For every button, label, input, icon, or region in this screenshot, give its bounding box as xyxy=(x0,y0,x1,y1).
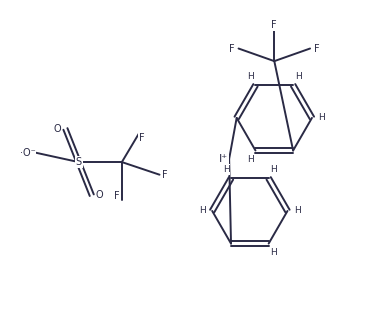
Text: H: H xyxy=(247,154,254,163)
Text: F: F xyxy=(314,44,320,54)
Text: H: H xyxy=(270,247,277,256)
Text: F: F xyxy=(229,44,234,54)
Text: O: O xyxy=(54,124,61,134)
Text: H: H xyxy=(270,165,277,174)
Text: F: F xyxy=(139,133,144,143)
Text: H: H xyxy=(295,72,301,81)
Text: H: H xyxy=(294,206,301,215)
Text: H: H xyxy=(247,72,254,81)
Text: H: H xyxy=(318,113,325,122)
Text: H: H xyxy=(199,206,206,215)
Text: F: F xyxy=(162,170,167,180)
Text: O: O xyxy=(96,190,103,200)
Text: H: H xyxy=(223,165,229,174)
Text: I⁺: I⁺ xyxy=(219,154,228,164)
Text: S: S xyxy=(75,157,82,167)
Text: F: F xyxy=(114,191,120,201)
Text: ·O⁻: ·O⁻ xyxy=(20,148,35,158)
Text: F: F xyxy=(272,20,277,30)
